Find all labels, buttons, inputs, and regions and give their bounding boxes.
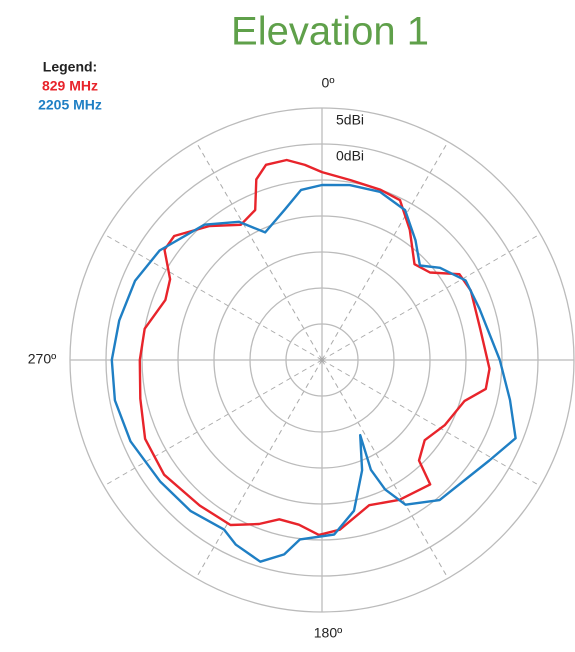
pattern-line	[110, 183, 517, 563]
angle-grid-line	[321, 141, 449, 361]
chart-title: Elevation 1	[231, 10, 429, 54]
angle-tick-label: 270º	[28, 351, 56, 367]
radial-grid-ring	[141, 179, 503, 541]
legend-entry: 829 MHz	[42, 78, 98, 94]
angle-grid-line	[321, 359, 449, 579]
radial-grid-ring	[69, 107, 575, 613]
pattern-line	[138, 158, 491, 537]
radial-grid-ring	[105, 143, 539, 577]
legend-title: Legend:	[43, 59, 97, 75]
angle-grid-line	[195, 141, 323, 361]
angle-grid-line	[103, 359, 323, 487]
radial-grid-ring	[213, 251, 431, 469]
angle-tick-label: 0º	[322, 75, 335, 91]
angle-tick-label: 180º	[314, 625, 342, 641]
radial-tick-label: 5dBi	[336, 112, 364, 128]
angle-grid-line	[103, 233, 323, 361]
radial-grid-ring	[177, 215, 467, 505]
radial-grid-ring	[285, 323, 359, 397]
radial-tick-label: 0dBi	[336, 148, 364, 164]
radial-grid-ring	[249, 287, 395, 433]
angle-grid-line	[321, 233, 541, 361]
angle-grid-line	[195, 359, 323, 579]
legend-entry: 2205 MHz	[38, 97, 102, 113]
angle-grid-line	[321, 359, 541, 487]
